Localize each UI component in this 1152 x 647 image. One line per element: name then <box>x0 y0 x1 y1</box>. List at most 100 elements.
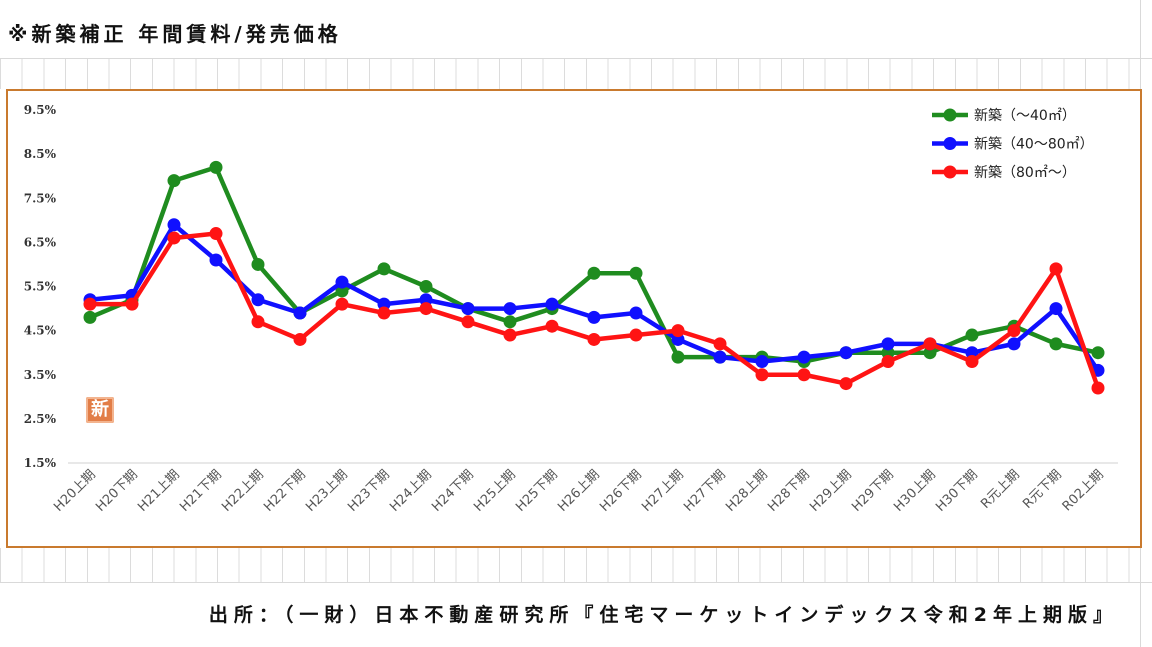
x-tick-label: H21上期 <box>135 467 183 515</box>
data-point <box>1091 346 1105 360</box>
data-point <box>167 174 181 188</box>
source-note: 出所：（一財）日本不動産研究所『住宅マーケットインデックス令和2年上期版』 <box>208 604 1118 626</box>
data-point <box>1007 337 1021 351</box>
x-tick-label: R02上期 <box>1060 467 1107 514</box>
data-point <box>419 280 433 293</box>
x-tick-label: H26上期 <box>555 467 603 515</box>
data-point <box>881 355 895 369</box>
x-tick-label: H28上期 <box>723 467 771 515</box>
data-point <box>965 328 979 342</box>
data-point <box>587 266 601 280</box>
series-large <box>83 227 1105 395</box>
data-point <box>503 315 517 329</box>
series-line <box>90 231 1101 389</box>
data-point <box>167 218 181 232</box>
legend: 新築（～40㎡） 新築（40～80㎡） 新築（80㎡～） <box>932 108 1094 181</box>
x-tick-label: H24下期 <box>429 467 477 515</box>
data-point <box>209 227 223 241</box>
data-point <box>1049 262 1063 276</box>
x-tick-label: H24上期 <box>387 467 435 515</box>
y-tick-label: 8.5% <box>24 147 57 161</box>
x-tick-label: H22上期 <box>219 467 267 515</box>
legend-swatch-marker <box>943 165 957 179</box>
data-point <box>377 262 391 276</box>
x-tick-label: H28下期 <box>765 467 813 515</box>
data-point <box>251 293 265 307</box>
data-point <box>797 368 811 382</box>
data-point <box>671 324 685 338</box>
data-point <box>965 355 979 369</box>
y-tick-label: 2.5% <box>24 412 57 426</box>
data-point <box>293 306 307 320</box>
x-tick-label: H20上期 <box>51 467 99 515</box>
data-point <box>923 337 937 351</box>
data-point <box>293 332 307 346</box>
data-point <box>503 302 517 316</box>
data-point <box>167 231 181 245</box>
x-tick-label: H30下期 <box>933 467 981 515</box>
x-tick-label: H27下期 <box>681 467 729 515</box>
legend-label: 新築（～40㎡） <box>974 108 1076 124</box>
data-point <box>755 368 769 382</box>
line-chart: 9.5% 8.5% 7.5% 6.5% 5.5% 4.5% 3.5% 2.5% 1.5%H20上… <box>24 103 1118 515</box>
data-point <box>419 302 433 316</box>
x-tick-label: R元下期 <box>1020 467 1065 512</box>
series-line <box>89 165 1099 364</box>
data-point <box>503 328 517 342</box>
legend-label: 新築（80㎡～） <box>974 165 1076 181</box>
sheet-grid-cells[interactable] <box>0 59 1140 89</box>
data-point <box>83 310 97 324</box>
page-title: ※新築補正 年間賃料/発売価格 <box>8 22 342 46</box>
y-tick-label: 1.5% <box>24 456 57 470</box>
data-point <box>1007 324 1021 338</box>
y-tick-label: 7.5% <box>24 191 57 205</box>
x-tick-label: H21下期 <box>177 467 225 515</box>
data-point <box>839 377 853 391</box>
data-point <box>251 257 265 271</box>
data-point <box>209 160 223 174</box>
x-tick-label: H26下期 <box>597 467 645 515</box>
data-point <box>461 302 475 316</box>
data-point <box>377 306 391 320</box>
x-tick-label: H29下期 <box>849 467 897 515</box>
data-point <box>1049 337 1063 351</box>
legend-swatch-marker <box>943 137 957 150</box>
x-tick-label: H22下期 <box>261 467 309 515</box>
data-point <box>545 319 559 333</box>
sheet-row-line <box>0 582 1152 583</box>
data-point <box>251 315 265 329</box>
data-point <box>671 350 685 364</box>
data-point <box>209 253 223 267</box>
x-tick-label: H23下期 <box>345 467 393 515</box>
y-tick-label: 4.5% <box>24 324 57 338</box>
legend-swatch-marker <box>943 108 957 122</box>
x-tick-label: H27上期 <box>639 467 687 515</box>
data-point <box>755 355 769 369</box>
x-tick-label: H25下期 <box>513 467 561 515</box>
y-tick-label: 6.5% <box>24 235 57 249</box>
data-point <box>839 346 853 360</box>
chart-frame[interactable]: 9.5% 8.5% 7.5% 6.5% 5.5% 4.5% 3.5% 2.5% 1.5% H20上… <box>6 89 1142 548</box>
data-point <box>587 332 601 346</box>
y-tick-label: 3.5% <box>24 368 57 382</box>
data-point <box>545 297 559 311</box>
sheet-grid-cells[interactable] <box>0 548 1140 582</box>
x-tick-label: H25上期 <box>471 467 519 515</box>
data-point <box>629 266 643 280</box>
y-tick-label: 9.5% <box>24 103 57 117</box>
x-tick-label: R元上期 <box>978 467 1023 512</box>
legend-label: 新築（40～80㎡） <box>974 137 1094 153</box>
data-point <box>83 297 97 311</box>
data-point <box>587 310 601 324</box>
data-point <box>1091 381 1105 395</box>
data-point <box>1049 302 1063 316</box>
data-point <box>335 297 349 311</box>
data-point <box>713 350 727 364</box>
x-tick-label: H30上期 <box>891 467 939 515</box>
y-tick-label: 5.5% <box>24 280 57 294</box>
x-tick-label: H20下期 <box>93 467 141 515</box>
data-point <box>335 275 349 289</box>
data-point <box>461 315 475 329</box>
data-point <box>629 306 643 320</box>
data-point <box>713 337 727 351</box>
